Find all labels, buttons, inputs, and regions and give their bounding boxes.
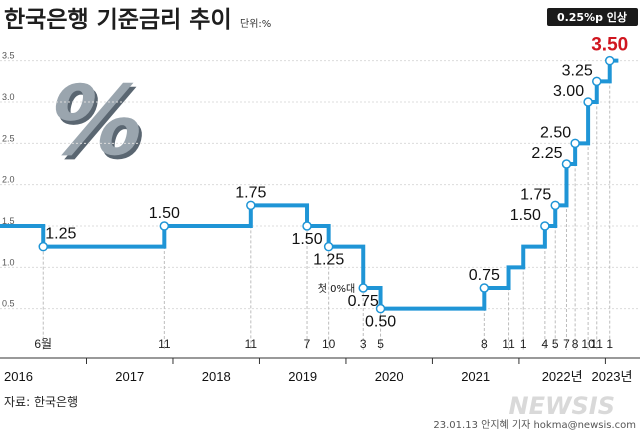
y-tick-label: 2.0 [2, 175, 15, 185]
month-label: 8 [572, 337, 579, 351]
value-label: 1.50 [510, 207, 541, 224]
step-marker [479, 283, 490, 293]
step-marker [570, 138, 580, 149]
month-label: 5 [552, 337, 559, 351]
year-label: 2020 [375, 369, 404, 384]
value-label: 3.50 [591, 35, 628, 56]
value-label: 0.50 [365, 314, 396, 331]
year-label: 2023년 [592, 369, 633, 384]
step-marker [561, 159, 572, 169]
value-label: 0.75 [348, 293, 379, 310]
annotation-label: 첫 0%대 [318, 283, 355, 295]
step-marker [375, 303, 386, 314]
value-label: 2.25 [531, 145, 562, 162]
month-label: 11 [591, 337, 604, 351]
value-label: 1.50 [291, 231, 322, 248]
year-label: 2016 [4, 369, 33, 384]
month-label: 1 [520, 337, 527, 351]
value-labels: 1.251.501.751.501.250.75첫 0%대0.500.751.5… [45, 35, 628, 331]
unit-label: 단위:% [240, 17, 271, 30]
month-label: 8 [481, 337, 488, 351]
month-label: 7 [563, 337, 570, 351]
year-label: 2018 [202, 369, 231, 384]
chart-title: 한국은행 기준금리 추이 [4, 7, 232, 33]
y-axis: 0.5 1.0 1.5 2.0 2.5 3.0 3.5 [2, 51, 15, 309]
value-label: 1.50 [149, 205, 180, 222]
y-tick-label: 2.5 [2, 133, 15, 143]
y-tick-label: 3.0 [2, 92, 15, 102]
year-label: 2017 [115, 369, 144, 384]
month-label: 7 [304, 337, 311, 351]
step-marker [550, 200, 560, 211]
credit-line: 23.01.13 안지혜 기자 hokma@newsis.com [433, 419, 636, 431]
step-marker [540, 221, 550, 231]
month-label: 11 [245, 337, 258, 351]
y-tick-label: 1.0 [2, 257, 15, 267]
step-marker [323, 241, 334, 252]
step-marker [583, 97, 593, 107]
badge-background [547, 8, 638, 26]
rate-change-badge: 0.25%p 인상 [557, 10, 627, 24]
source-note: 자료: 한국은행 [4, 394, 78, 409]
month-label: 3 [360, 337, 367, 351]
value-label: 0.75 [469, 267, 500, 284]
year-label: 2019 [288, 369, 317, 384]
value-label: 3.25 [562, 62, 593, 79]
y-tick-label: 0.5 [2, 299, 15, 309]
month-label: 11 [158, 337, 171, 351]
value-label: 1.25 [45, 226, 76, 243]
month-label: 1 [606, 337, 613, 351]
year-label: 2021 [461, 369, 490, 384]
month-label: 4 [542, 337, 549, 351]
value-label: 1.25 [313, 252, 344, 269]
month-label: 10 [581, 337, 595, 351]
step-marker [38, 241, 48, 252]
month-label: 11 [502, 337, 515, 351]
step-marker [604, 55, 615, 66]
step-marker [592, 76, 602, 87]
percent-icon: % % [35, 65, 162, 180]
month-label: 10 [322, 337, 336, 351]
y-tick-label: 1.5 [2, 216, 15, 226]
value-label: 3.00 [553, 83, 584, 100]
step-marker [358, 283, 368, 293]
step-marker [246, 200, 256, 211]
value-label: 2.50 [540, 124, 571, 141]
value-label: 1.75 [235, 184, 266, 201]
y-tick-label: 3.5 [2, 51, 15, 61]
value-label: 1.75 [520, 186, 551, 203]
year-label: 2022년 [542, 369, 583, 384]
newsis-watermark: NEWSIS [509, 392, 615, 420]
month-label: 6월 [34, 337, 52, 351]
rate-series [0, 55, 619, 314]
step-marker [302, 221, 312, 231]
svg-text:%: % [35, 65, 159, 176]
month-label: 5 [377, 337, 384, 351]
year-axis: 2016 2017 2018 2019 2020 2021 2022년 2023년 [0, 357, 640, 384]
step-marker [159, 221, 170, 231]
